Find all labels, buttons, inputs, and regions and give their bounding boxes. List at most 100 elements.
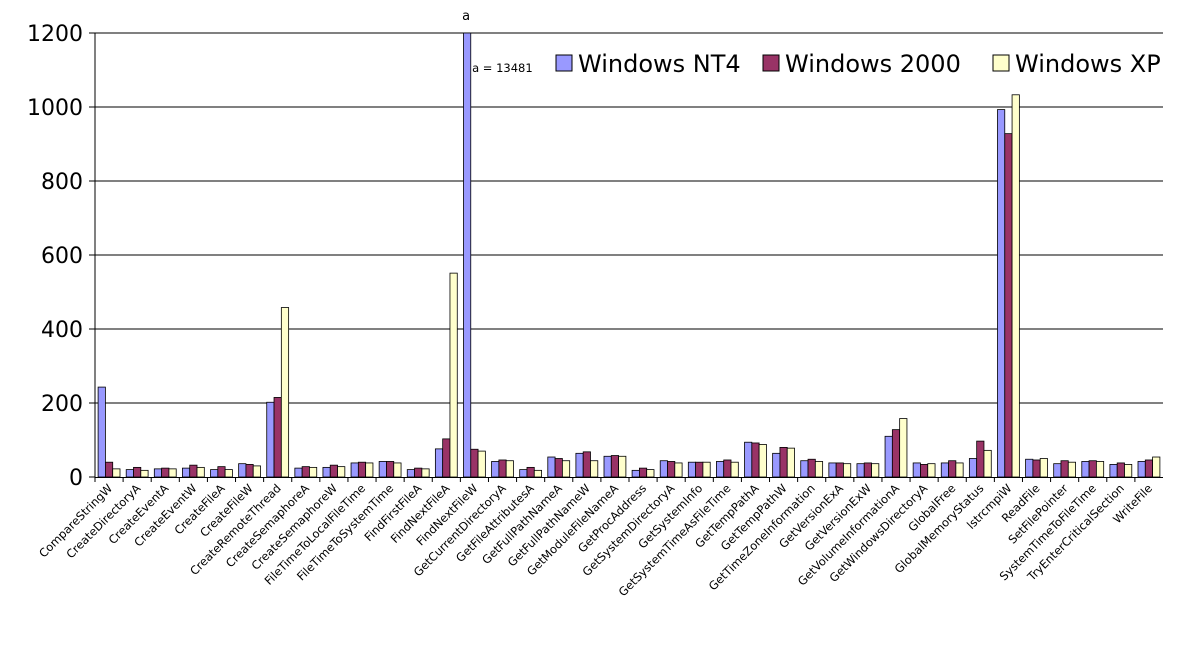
bar-windows-xp <box>393 462 402 478</box>
bar-windows-2000 <box>470 448 479 478</box>
bar-windows-nt4 <box>716 461 725 478</box>
bar-windows-nt4 <box>1053 463 1062 478</box>
bar-windows-2000 <box>217 466 226 478</box>
bar-windows-2000 <box>835 462 844 478</box>
bar-windows-xp <box>646 469 655 478</box>
bar-windows-nt4 <box>1081 461 1090 478</box>
axes <box>94 33 1163 478</box>
legend-label: Windows XP <box>1015 50 1161 78</box>
bar-windows-2000 <box>554 458 563 478</box>
y-tick-label: 0 <box>69 466 83 491</box>
bar-windows-nt4 <box>547 456 556 478</box>
bar-windows-2000 <box>161 467 170 478</box>
bar-windows-nt4 <box>294 467 303 478</box>
bar-windows-nt4 <box>772 452 781 478</box>
bar-windows-nt4 <box>519 469 528 478</box>
legend-swatch <box>762 54 780 72</box>
y-tick-label: 600 <box>41 244 83 269</box>
bar-windows-2000 <box>498 459 507 478</box>
bar-windows-2000 <box>948 460 957 478</box>
bar-windows-2000 <box>891 429 901 478</box>
bar-windows-2000 <box>1144 459 1153 478</box>
clipped-bar-marker: a <box>462 9 470 24</box>
bar-windows-2000 <box>779 446 788 478</box>
bar-windows-2000 <box>245 464 254 478</box>
bar-windows-2000 <box>976 440 985 478</box>
bar-windows-2000 <box>1116 462 1125 478</box>
legend-swatch <box>555 54 573 72</box>
bar-windows-nt4 <box>153 468 163 478</box>
bar-windows-nt4 <box>266 401 275 478</box>
bar-windows-nt4 <box>210 469 219 478</box>
bar-windows-2000 <box>1004 133 1013 478</box>
bar-windows-nt4 <box>968 458 978 478</box>
bar-windows-nt4 <box>940 462 949 478</box>
bar-windows-xp <box>927 463 936 478</box>
bar-windows-xp <box>1067 461 1076 478</box>
bar-windows-nt4 <box>744 441 753 478</box>
bar-windows-xp <box>421 468 430 478</box>
category-labels: CompareStringWCreateDirectoryACreateEven… <box>36 481 1155 599</box>
bar-windows-nt4 <box>687 461 697 478</box>
bar-windows-nt4 <box>1025 458 1034 478</box>
bar-windows-xp <box>758 444 767 478</box>
bar-windows-xp <box>309 466 318 478</box>
bar-windows-xp <box>786 447 795 478</box>
bar-windows-2000 <box>639 467 648 478</box>
bar-windows-2000 <box>273 397 282 478</box>
bar-windows-2000 <box>357 461 367 478</box>
bar-windows-nt4 <box>800 460 809 478</box>
bars <box>94 32 1161 482</box>
bar-windows-2000 <box>1060 460 1069 478</box>
bar-windows-xp <box>702 461 711 478</box>
bar-windows-xp <box>899 418 908 478</box>
bar-windows-xp <box>1152 456 1161 478</box>
bar-windows-xp <box>533 469 542 478</box>
bar-windows-2000 <box>105 461 114 478</box>
bar-windows-nt4 <box>125 469 134 478</box>
bar-windows-xp <box>843 463 852 478</box>
bar-windows-xp <box>280 307 290 478</box>
bar-windows-nt4 <box>406 469 415 478</box>
bar-windows-xp <box>224 469 233 478</box>
bar-windows-xp <box>674 462 683 478</box>
bar-windows-2000 <box>189 464 198 478</box>
bar-windows-nt4 <box>350 462 359 478</box>
bar-windows-nt4 <box>238 463 247 478</box>
bar-windows-nt4 <box>575 452 584 478</box>
bar-windows-nt4 <box>884 435 893 478</box>
bar-windows-2000 <box>133 466 142 478</box>
bar-windows-nt4 <box>378 461 387 478</box>
y-tick-label: 400 <box>41 318 83 343</box>
bar-windows-2000 <box>695 461 704 478</box>
bar-windows-xp <box>477 450 486 478</box>
bar-windows-xp <box>1039 458 1048 478</box>
bar-windows-xp <box>449 272 458 478</box>
bar-windows-xp <box>505 460 514 478</box>
bar-windows-nt4 <box>491 461 500 478</box>
bar-windows-nt4 <box>463 32 472 478</box>
bar-windows-2000 <box>386 461 395 478</box>
bar-windows-nt4 <box>603 455 612 478</box>
bar-windows-nt4 <box>322 466 331 478</box>
bar-windows-2000 <box>582 451 591 478</box>
bar-windows-2000 <box>414 467 423 478</box>
bar-windows-xp <box>337 466 346 478</box>
bar-windows-nt4 <box>97 386 106 478</box>
bar-windows-2000 <box>751 442 760 478</box>
bar-windows-nt4 <box>912 462 921 478</box>
bar-windows-2000 <box>1088 460 1097 478</box>
bar-windows-xp <box>590 460 599 478</box>
bar-windows-nt4 <box>997 109 1006 478</box>
annotations: a a = 13481 <box>462 9 533 75</box>
bar-windows-nt4 <box>631 469 640 478</box>
bar-windows-2000 <box>920 464 929 478</box>
bar-windows-xp <box>168 468 177 478</box>
legend-label: Windows 2000 <box>785 50 961 78</box>
bar-windows-2000 <box>863 462 872 478</box>
y-tick-label: 800 <box>41 170 83 195</box>
bar-windows-xp <box>365 462 374 478</box>
bar-windows-nt4 <box>434 448 444 478</box>
bar-windows-xp <box>871 463 880 478</box>
